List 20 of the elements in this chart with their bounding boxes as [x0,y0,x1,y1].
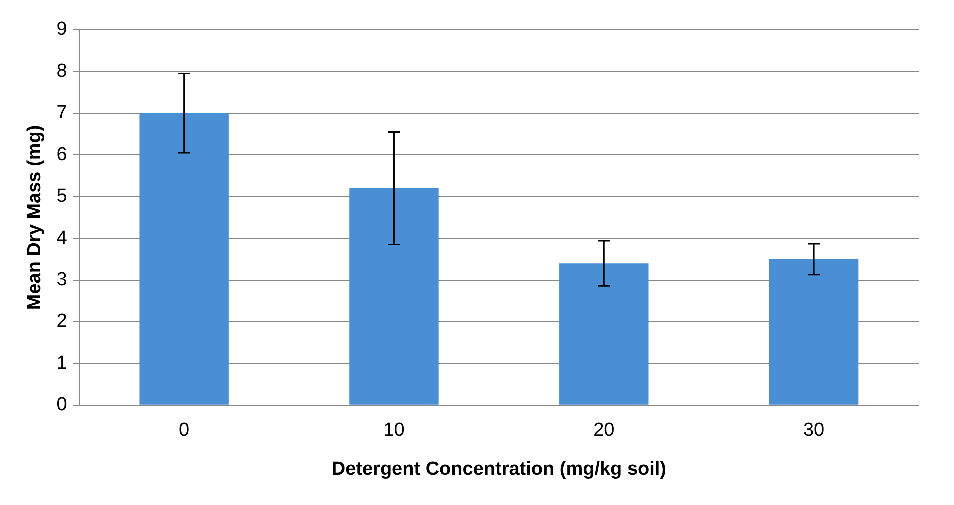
bar [350,188,439,405]
bar [140,113,229,405]
y-tick-label: 8 [56,60,68,82]
y-axis-title: Mean Dry Mass (mg) [24,125,46,310]
x-tick-label: 30 [803,420,825,442]
y-tick-label: 4 [56,228,68,249]
y-tick-label: 9 [56,19,68,40]
y-tick-label: 7 [56,102,68,124]
bar [769,259,859,405]
y-tick-label: 2 [56,311,68,332]
x-tick-label: 0 [179,420,190,442]
y-tick-label: 0 [56,394,68,416]
x-tick-label: 20 [594,420,615,442]
y-tick-label: 3 [56,270,68,290]
x-axis-title: Detergent Concentration (mg/kg soil) [332,458,667,480]
y-tick-label: 1 [56,352,68,374]
bar [560,264,649,405]
y-tick-label: 6 [56,144,68,166]
y-tick-label: 5 [56,186,68,208]
x-tick-label: 10 [384,420,405,442]
